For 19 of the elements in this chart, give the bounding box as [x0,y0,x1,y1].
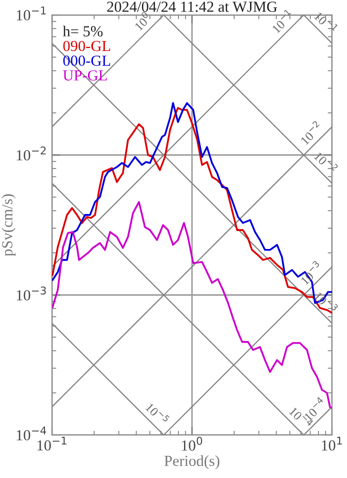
x-axis-title: Period(s) [164,455,220,470]
y-tick-label: 10$^{−2}$ [16,146,46,160]
x-tick-label: 10$^{0}$ [182,436,202,451]
annotation: 10$^{−2}$ [298,120,324,146]
legend-title: h= 5% [62,26,103,36]
text: 000-GL [63,56,110,66]
annotation: 10$^{−2}$ [314,150,338,174]
y-axis-title: pSv(cm/s) [2,194,16,256]
y-tick-label: 10$^{−3}$ [16,286,46,300]
text: 090-GL [63,40,110,52]
annotation: 10$^{−3}$ [298,260,324,286]
y-tick-label: 10$^{−1}$ [16,6,46,20]
text: UP-GL [63,70,107,81]
annotation: 10$^{−3}$ [314,290,339,314]
annotation: 10$^{0}$ [132,11,152,31]
x-tick-label: 10$^{1}$ [322,436,342,451]
annotation: 10$^{−1}$ [314,10,338,34]
chart-title: 2024/04/24 11:42 at WJMG [107,2,278,12]
annotation: 10$^{−5}$ [145,400,170,426]
